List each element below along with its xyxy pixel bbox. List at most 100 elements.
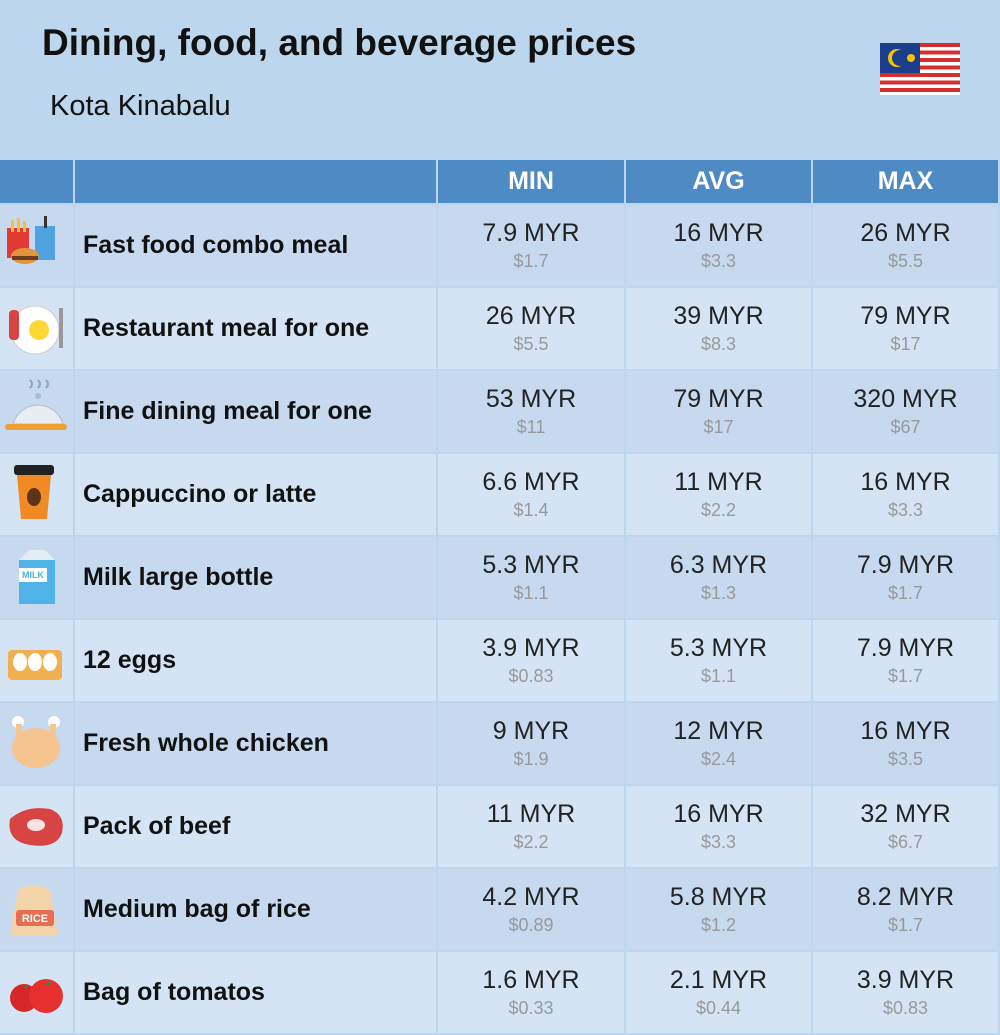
icon-cell <box>0 620 73 701</box>
local-price: 2.1 MYR <box>669 965 768 994</box>
local-price: 12 MYR <box>673 716 764 745</box>
row-label: Fresh whole chicken <box>75 703 436 784</box>
local-price: 16 MYR <box>673 218 764 247</box>
price-cell: 11 MYR $2.2 <box>438 786 624 867</box>
local-price: 7.9 MYR <box>856 633 955 662</box>
usd-price: $1.1 <box>700 665 737 686</box>
title: Dining, food, and beverage prices <box>42 22 637 63</box>
row-label: Medium bag of rice <box>75 869 436 950</box>
row-label: Fast food combo meal <box>75 205 436 286</box>
usd-price: $0.83 <box>508 665 554 686</box>
subtitle: Kota Kinabalu <box>50 90 231 122</box>
row-label: Bag of tomatos <box>75 952 436 1033</box>
local-price: 26 MYR <box>860 218 951 247</box>
icon-cell <box>0 205 73 286</box>
price-cell: 7.9 MYR $1.7 <box>438 205 624 286</box>
column-header: MAX <box>813 160 998 203</box>
column-header: MIN <box>438 160 624 203</box>
local-price: 79 MYR <box>673 384 764 413</box>
icon-cell <box>0 288 73 369</box>
price-cell: 16 MYR $3.3 <box>626 786 811 867</box>
price-cell: 12 MYR $2.4 <box>626 703 811 784</box>
usd-price: $1.1 <box>513 582 549 603</box>
local-price: 16 MYR <box>673 799 764 828</box>
price-cell: 5.8 MYR $1.2 <box>626 869 811 950</box>
local-price: 1.6 MYR <box>482 965 580 994</box>
price-cell: 8.2 MYR $1.7 <box>813 869 998 950</box>
row-label: Cappuccino or latte <box>75 454 436 535</box>
price-cell: 53 MYR $11 <box>438 371 624 452</box>
price-cell: 1.6 MYR $0.33 <box>438 952 624 1033</box>
row-label: Fine dining meal for one <box>75 371 436 452</box>
price-cell: 6.6 MYR $1.4 <box>438 454 624 535</box>
icon-cell <box>0 537 73 618</box>
price-cell: 7.9 MYR $1.7 <box>813 620 998 701</box>
header-blank <box>0 160 73 203</box>
price-cell: 26 MYR $5.5 <box>813 205 998 286</box>
local-price: 53 MYR <box>485 384 577 413</box>
price-cell: 4.2 MYR $0.89 <box>438 869 624 950</box>
header-blank <box>75 160 436 203</box>
price-cell: 11 MYR $2.2 <box>626 454 811 535</box>
price-cell: 3.9 MYR $0.83 <box>813 952 998 1033</box>
usd-price: $6.7 <box>887 831 924 852</box>
local-price: 6.6 MYR <box>482 467 580 496</box>
local-price: 4.2 MYR <box>482 882 580 911</box>
usd-price: $17 <box>703 416 734 437</box>
row-label: Restaurant meal for one <box>75 288 436 369</box>
price-cell: 3.9 MYR $0.83 <box>438 620 624 701</box>
price-cell: 26 MYR $5.5 <box>438 288 624 369</box>
local-price: 8.2 MYR <box>856 882 955 911</box>
usd-price: $3.5 <box>887 748 924 769</box>
local-price: 9 MYR <box>492 716 570 745</box>
usd-price: $3.3 <box>700 831 737 852</box>
icon-cell <box>0 869 73 950</box>
row-label: 12 eggs <box>75 620 436 701</box>
usd-price: $17 <box>890 333 921 354</box>
usd-price: $1.7 <box>887 582 924 603</box>
price-cell: 5.3 MYR $1.1 <box>438 537 624 618</box>
usd-price: $1.9 <box>513 748 549 769</box>
price-cell: 6.3 MYR $1.3 <box>626 537 811 618</box>
icon-cell <box>0 786 73 867</box>
price-cell: 79 MYR $17 <box>626 371 811 452</box>
usd-price: $0.89 <box>508 914 554 935</box>
icon-cell <box>0 703 73 784</box>
usd-price: $1.7 <box>887 665 924 686</box>
local-price: 3.9 MYR <box>482 633 580 662</box>
local-price: 5.3 MYR <box>482 550 580 579</box>
usd-price: $2.2 <box>513 831 549 852</box>
local-price: 320 MYR <box>853 384 958 413</box>
local-price: 11 MYR <box>486 799 576 828</box>
usd-price: $5.5 <box>887 250 924 271</box>
icon-cell <box>0 371 73 452</box>
icon-cell <box>0 952 73 1033</box>
price-cell: 320 MYR $67 <box>813 371 998 452</box>
usd-price: $1.2 <box>700 914 737 935</box>
usd-price: $1.4 <box>513 499 549 520</box>
local-price: 32 MYR <box>860 799 951 828</box>
flag <box>880 43 960 95</box>
price-cell: 16 MYR $3.3 <box>626 205 811 286</box>
local-price: 79 MYR <box>860 301 951 330</box>
usd-price: $1.7 <box>887 914 924 935</box>
price-cell: 39 MYR $8.3 <box>626 288 811 369</box>
price-cell: 5.3 MYR $1.1 <box>626 620 811 701</box>
price-cell: 16 MYR $3.3 <box>813 454 998 535</box>
usd-price: $3.3 <box>887 499 924 520</box>
usd-price: $3.3 <box>700 250 737 271</box>
column-header: AVG <box>626 160 811 203</box>
row-label: Pack of beef <box>75 786 436 867</box>
local-price: 11 MYR <box>674 467 763 496</box>
usd-price: $1.3 <box>700 582 737 603</box>
usd-price: $2.4 <box>700 748 737 769</box>
local-price: 39 MYR <box>673 301 764 330</box>
icon-cell <box>0 454 73 535</box>
local-price: 7.9 MYR <box>482 218 580 247</box>
local-price: 16 MYR <box>860 716 951 745</box>
usd-price: $2.2 <box>700 499 737 520</box>
usd-price: $0.83 <box>882 997 929 1018</box>
price-cell: 32 MYR $6.7 <box>813 786 998 867</box>
usd-price: $8.3 <box>700 333 737 354</box>
